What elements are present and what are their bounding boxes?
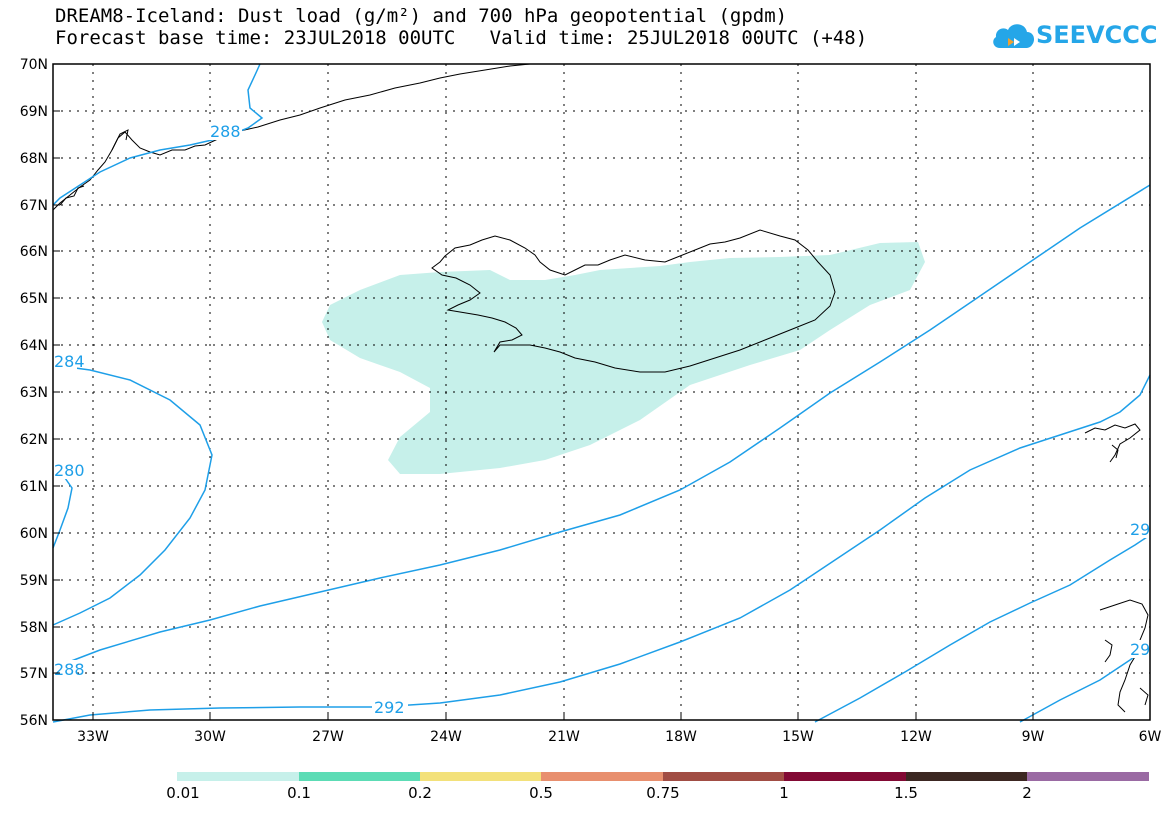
lat-label: 60N <box>20 526 48 542</box>
seevccc-logo: SEEVCCC <box>990 18 1158 62</box>
chart-subtitle: Forecast base time: 23JUL2018 00UTC Vali… <box>55 27 868 49</box>
lon-label: 6W <box>1139 729 1162 745</box>
colorbar <box>177 772 1149 781</box>
lat-label: 66N <box>20 244 48 260</box>
contour-label-29b: 29 <box>1130 640 1150 659</box>
lat-label: 68N <box>20 151 48 167</box>
colorbar-label: 0.2 <box>408 784 432 802</box>
colorbar-label: 2 <box>1022 784 1032 802</box>
lat-label: 70N <box>20 57 48 73</box>
colorbar-segment <box>1027 772 1149 781</box>
colorbar-segment <box>299 772 420 781</box>
lat-label: 59N <box>20 573 48 589</box>
colorbar-segment <box>906 772 1027 781</box>
contour-label-288: 288 <box>210 122 241 141</box>
colorbar-segment <box>663 772 784 781</box>
colorbar-label: 0.5 <box>529 784 553 802</box>
lon-label: 9W <box>1022 729 1045 745</box>
lon-label: 21W <box>548 729 580 745</box>
contour-labels: 288 292 284 280 288 29 29 <box>53 122 1150 717</box>
lon-label: 24W <box>430 729 462 745</box>
lat-label: 58N <box>20 620 48 636</box>
latitude-labels: 56N 57N 58N 59N 60N 61N 62N 63N 64N 65N … <box>20 57 48 729</box>
lon-label: 33W <box>77 729 109 745</box>
lat-label: 57N <box>20 666 48 682</box>
lat-label: 63N <box>20 385 48 401</box>
lat-label: 67N <box>20 198 48 214</box>
axis-ticks <box>53 110 1034 720</box>
lon-label: 27W <box>312 729 344 745</box>
lat-label: 65N <box>20 291 48 307</box>
contour-label-29a: 29 <box>1130 520 1150 539</box>
graticule <box>53 64 1150 720</box>
lon-label: 15W <box>782 729 814 745</box>
longitude-labels: 33W 30W 27W 24W 21W 18W 15W 12W 9W 6W <box>77 729 1161 745</box>
colorbar-segment <box>177 772 299 781</box>
colorbar-label: 1 <box>779 784 789 802</box>
lat-label: 62N <box>20 432 48 448</box>
colorbar-segment <box>541 772 663 781</box>
lat-label: 61N <box>20 479 48 495</box>
lat-label: 56N <box>20 713 48 729</box>
colorbar-segment <box>420 772 541 781</box>
colorbar-label: 0.01 <box>166 784 200 802</box>
contour-label-292: 292 <box>374 698 405 717</box>
lon-label: 12W <box>900 729 932 745</box>
dust-load-area <box>322 242 925 474</box>
lon-label: 30W <box>194 729 226 745</box>
geopotential-contours <box>52 63 1151 723</box>
contour-label-288b: 288 <box>54 660 85 679</box>
lat-label: 69N <box>20 104 48 120</box>
colorbar-label: 0.75 <box>646 784 680 802</box>
cloud-icon <box>993 24 1035 48</box>
lat-label: 64N <box>20 338 48 354</box>
logo-text: SEEVCCC <box>1036 21 1158 49</box>
colorbar-label: 1.5 <box>894 784 918 802</box>
colorbar-segment <box>784 772 906 781</box>
lon-label: 18W <box>665 729 697 745</box>
colorbar-label: 0.1 <box>287 784 311 802</box>
chart-title: DREAM8-Iceland: Dust load (g/m²) and 700… <box>55 5 788 27</box>
contour-label-284: 284 <box>54 352 85 371</box>
contour-label-280: 280 <box>54 461 85 480</box>
